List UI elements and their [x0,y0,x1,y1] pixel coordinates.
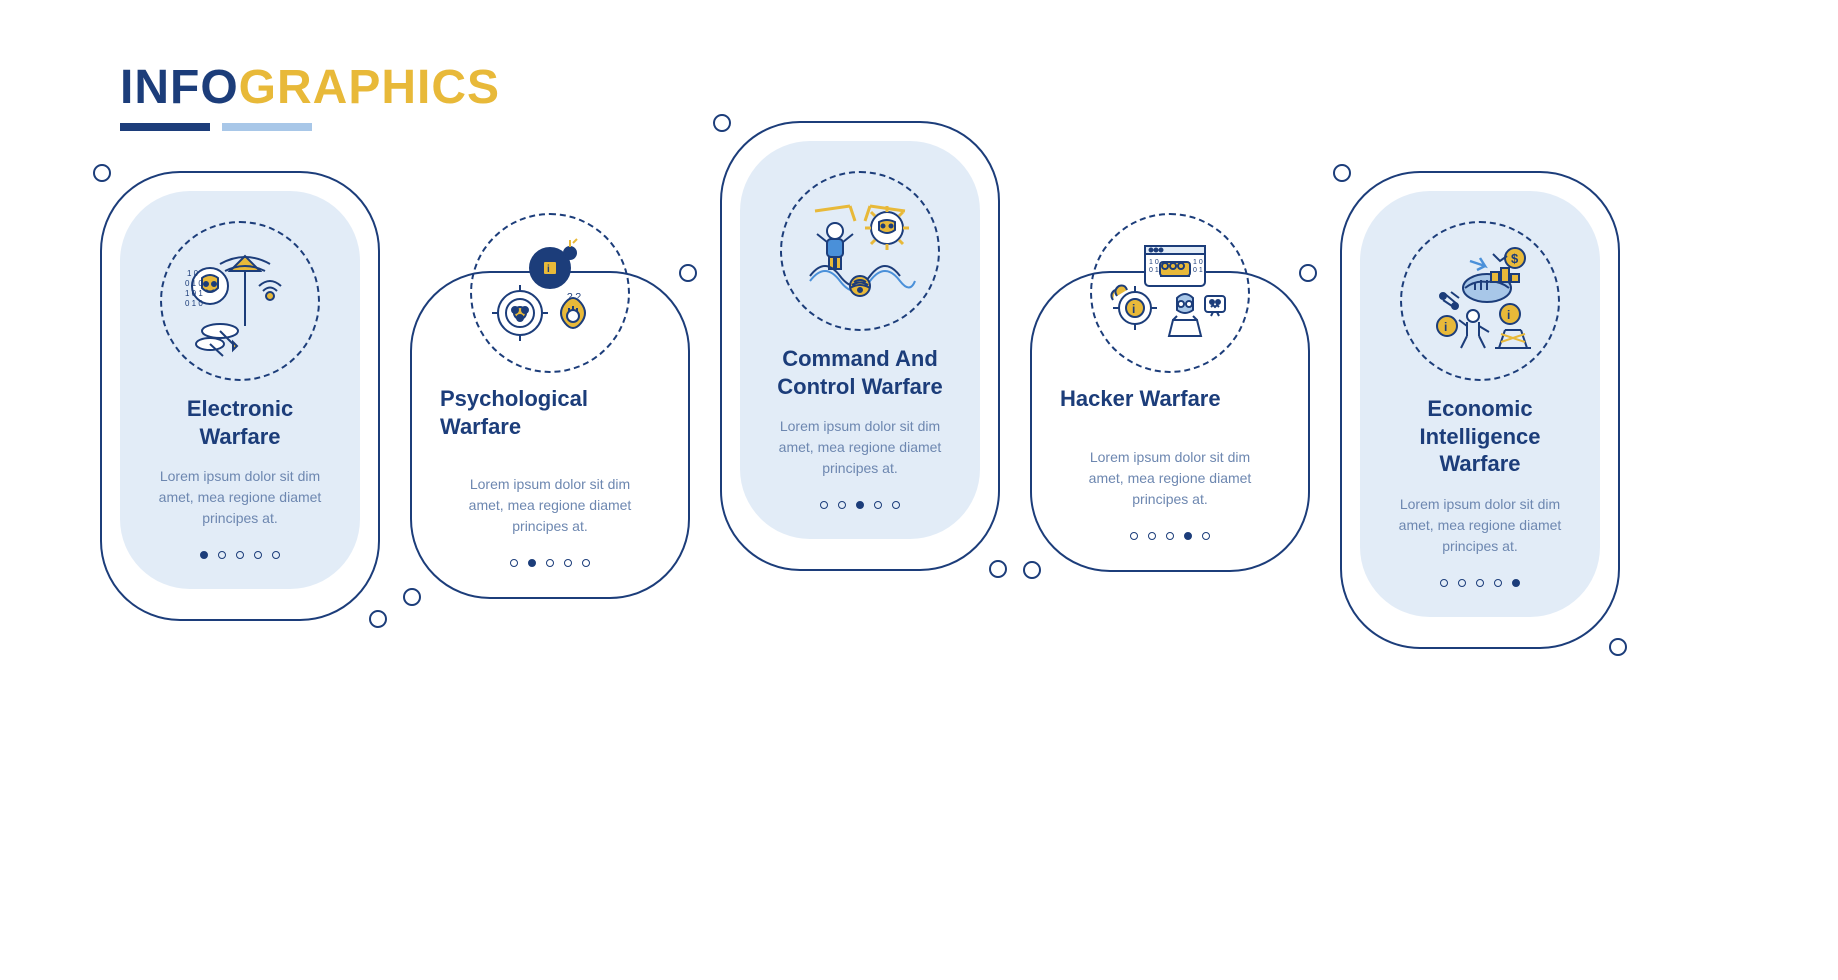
card-command-control-warfare: Command And Control Warfare Lorem ipsum … [720,121,1000,571]
dot [1202,532,1210,540]
pagination-dots [448,559,652,567]
hacker-warfare-icon: 1 0 0 1 1 0 0 1 i [1090,213,1250,373]
psychological-warfare-icon: i [470,213,630,373]
card-desc: Lorem ipsum dolor sit dim amet, mea regi… [1380,494,1580,557]
card-hacker-warfare: 1 0 0 1 1 0 0 1 i [1030,271,1310,572]
dot [838,501,846,509]
dot [1130,532,1138,540]
card-title: Economic Intelligence Warfare [1380,395,1580,478]
title-part-1: INFO [120,61,239,114]
dot [236,551,244,559]
card-desc: Lorem ipsum dolor sit dim amet, mea regi… [760,416,960,479]
card-desc: Lorem ipsum dolor sit dim amet, mea regi… [1068,447,1272,510]
electronic-warfare-icon: 1 0 0 1 0 1 0 1 0 1 0 [160,221,320,381]
command-control-warfare-icon [780,171,940,331]
dot [254,551,262,559]
pagination-dots [1068,532,1272,540]
dot [1476,579,1484,587]
page-title: INFOGRAPHICS [120,60,1738,115]
dot [564,559,572,567]
dot [1166,532,1174,540]
cards-row: 1 0 0 1 0 1 0 1 0 1 0 Electronic Warfare [100,171,1738,649]
card-psychological-warfare: i [410,271,690,599]
dot [546,559,554,567]
dot [856,501,864,509]
dot [582,559,590,567]
card-title: Electronic Warfare [140,395,340,450]
dot [200,551,208,559]
card-economic-intelligence-warfare: $ i [1340,171,1620,649]
card-title: Psychological Warfare [430,385,670,440]
dot [1458,579,1466,587]
card-desc: Lorem ipsum dolor sit dim amet, mea regi… [448,474,652,537]
dot [874,501,882,509]
dot [1148,532,1156,540]
pagination-dots [1380,579,1580,587]
dot [528,559,536,567]
dot [892,501,900,509]
dot [218,551,226,559]
pagination-dots [760,501,960,509]
card-title: Command And Control Warfare [760,345,960,400]
pagination-dots [140,551,340,559]
card-title: Hacker Warfare [1050,385,1290,413]
dot [1184,532,1192,540]
dot [1440,579,1448,587]
card-electronic-warfare: 1 0 0 1 0 1 0 1 0 1 0 Electronic Warfare [100,171,380,621]
underline-light [222,123,312,131]
dot [820,501,828,509]
underline-dark [120,123,210,131]
dot [1494,579,1502,587]
economic-intelligence-warfare-icon: $ i [1400,221,1560,381]
title-part-2: GRAPHICS [239,61,500,114]
dot [1512,579,1520,587]
dot [510,559,518,567]
card-desc: Lorem ipsum dolor sit dim amet, mea regi… [140,466,340,529]
dot [272,551,280,559]
